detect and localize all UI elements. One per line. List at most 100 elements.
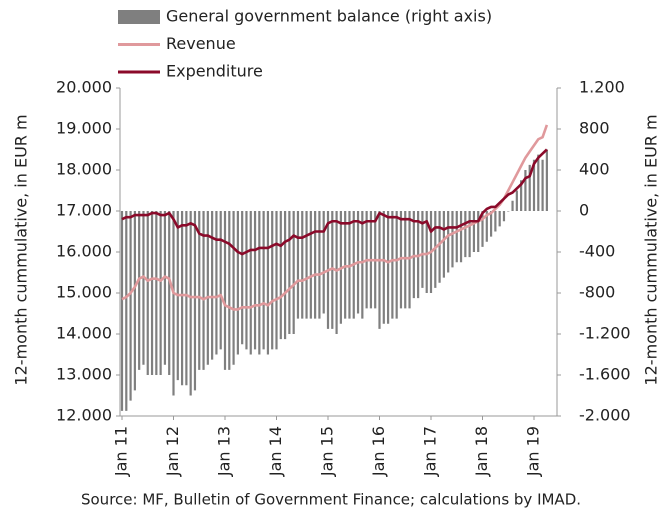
bar xyxy=(215,211,218,355)
bar xyxy=(193,211,197,391)
bar xyxy=(314,211,317,319)
bar xyxy=(275,211,278,350)
bar xyxy=(541,159,544,211)
bar xyxy=(391,211,394,319)
bar xyxy=(524,170,527,211)
bar xyxy=(344,211,347,319)
bar xyxy=(168,211,171,375)
x-tick-label: Jan 17 xyxy=(421,426,440,477)
bar xyxy=(378,211,381,329)
bar xyxy=(395,211,398,319)
legend-swatch xyxy=(118,10,160,24)
bar xyxy=(266,211,270,355)
y2-tick-label: -1.600 xyxy=(579,365,631,384)
bar xyxy=(404,211,407,309)
bar xyxy=(442,211,445,278)
x-tick-label: Jan 15 xyxy=(318,426,337,477)
bar xyxy=(129,211,132,401)
bar xyxy=(507,211,510,212)
bar xyxy=(459,211,463,263)
x-tick-label: Jan 14 xyxy=(266,426,285,477)
x-tick-label: Jan 18 xyxy=(472,426,491,477)
y-tick-label: 17.000 xyxy=(56,201,112,220)
y-tick-label: 16.000 xyxy=(56,242,112,261)
bar xyxy=(386,211,390,324)
bar xyxy=(279,211,282,340)
bar xyxy=(468,211,471,258)
bar xyxy=(318,211,321,319)
source-note: Source: MF, Bulletin of Government Finan… xyxy=(81,491,581,509)
bar xyxy=(322,211,325,314)
y2-tick-label: 400 xyxy=(579,160,610,179)
bar xyxy=(382,211,385,324)
bar xyxy=(292,211,295,334)
bar xyxy=(309,211,312,319)
bar xyxy=(348,211,351,319)
x-tick-label: Jan 12 xyxy=(163,426,182,477)
bar xyxy=(438,211,441,283)
bar xyxy=(399,211,403,309)
bar xyxy=(455,211,458,263)
bar xyxy=(283,211,287,340)
bar xyxy=(498,211,501,227)
bar xyxy=(537,154,540,211)
x-tick-label: Jan 16 xyxy=(369,426,388,477)
bar xyxy=(159,211,162,375)
bar xyxy=(485,211,488,242)
x-tick-label: Jan 19 xyxy=(524,426,543,477)
y2-tick-label: -2.000 xyxy=(579,406,631,425)
bar xyxy=(163,211,167,365)
bar xyxy=(305,211,308,319)
bar xyxy=(249,211,252,355)
bar xyxy=(417,211,420,299)
x-tick-label: Jan 11 xyxy=(112,426,131,477)
y2-tick-label: -400 xyxy=(579,242,615,261)
line-series xyxy=(121,148,548,256)
bar xyxy=(228,211,231,370)
bar xyxy=(180,211,184,386)
bar xyxy=(155,211,158,375)
y-axis-title: 12-month cummulative, in EUR m xyxy=(12,114,31,385)
bar xyxy=(223,211,227,370)
bar xyxy=(489,211,493,237)
bar xyxy=(211,211,214,360)
bar xyxy=(125,211,128,411)
bar xyxy=(258,211,261,355)
bar xyxy=(425,211,428,293)
bar xyxy=(301,211,304,319)
bar xyxy=(520,180,523,211)
bar xyxy=(528,164,531,211)
bar xyxy=(408,211,411,309)
y-tick-label: 14.000 xyxy=(56,324,112,343)
bar xyxy=(515,190,518,211)
legend-label: Expenditure xyxy=(166,62,263,81)
y-tick-label: 19.000 xyxy=(56,119,112,138)
bar xyxy=(412,211,415,299)
bar xyxy=(236,211,239,355)
bar xyxy=(198,211,201,370)
y-tick-label: 13.000 xyxy=(56,365,112,384)
bar xyxy=(494,211,497,232)
bar xyxy=(146,211,149,375)
bar xyxy=(150,211,154,375)
y-tick-label: 15.000 xyxy=(56,283,112,302)
y2-tick-label: 1.200 xyxy=(579,78,625,97)
bar xyxy=(241,211,244,345)
y-tick-label: 20.000 xyxy=(56,78,112,97)
legend-label: Revenue xyxy=(166,34,236,53)
bar xyxy=(245,211,248,350)
y2-tick-label: 0 xyxy=(579,201,589,220)
bar xyxy=(451,211,454,268)
bar xyxy=(120,211,124,411)
bar xyxy=(288,211,291,334)
bar xyxy=(189,211,192,396)
bar xyxy=(464,211,467,258)
bar xyxy=(532,159,536,211)
bar xyxy=(232,211,235,365)
y2-axis-title: 12-month cummulative, in EUR m xyxy=(642,114,661,385)
legend-label: General government balance (right axis) xyxy=(166,7,492,26)
bar xyxy=(206,211,209,365)
bar xyxy=(138,211,141,370)
bar xyxy=(262,211,265,350)
